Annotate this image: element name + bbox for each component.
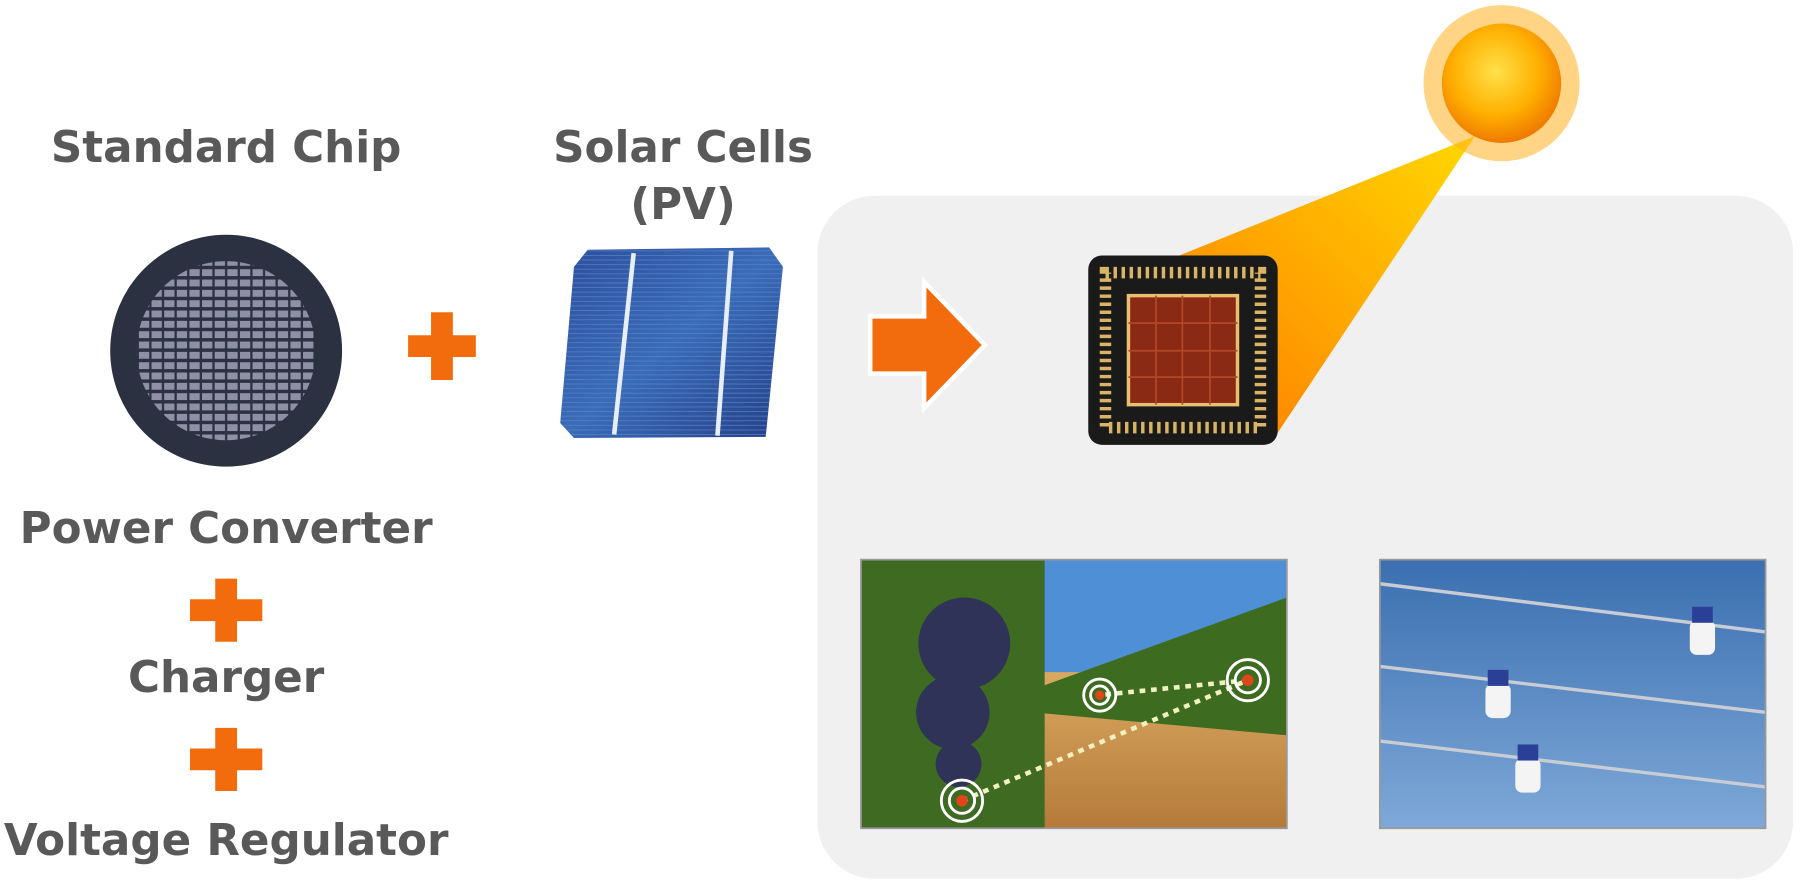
pv-label: (PV) — [630, 180, 736, 230]
wafer — [110, 235, 342, 467]
pv-label: Solar Cells — [553, 123, 813, 173]
page: Standard Chip Solar Cells (PV) Power Con… — [0, 0, 1800, 892]
pv-cell — [560, 247, 783, 438]
sun — [1423, 5, 1579, 161]
solar-chip — [1088, 255, 1277, 444]
vineyard-photo — [861, 560, 1287, 829]
chip-label: Standard Chip — [51, 123, 402, 173]
power-line-photo — [1380, 560, 1766, 829]
stack-item: Charger — [128, 653, 325, 703]
stack-item: Power Converter — [20, 504, 433, 554]
slide: Standard Chip Solar Cells (PV) Power Con… — [0, 0, 1800, 892]
stack-item: Voltage Regulator — [4, 816, 449, 866]
